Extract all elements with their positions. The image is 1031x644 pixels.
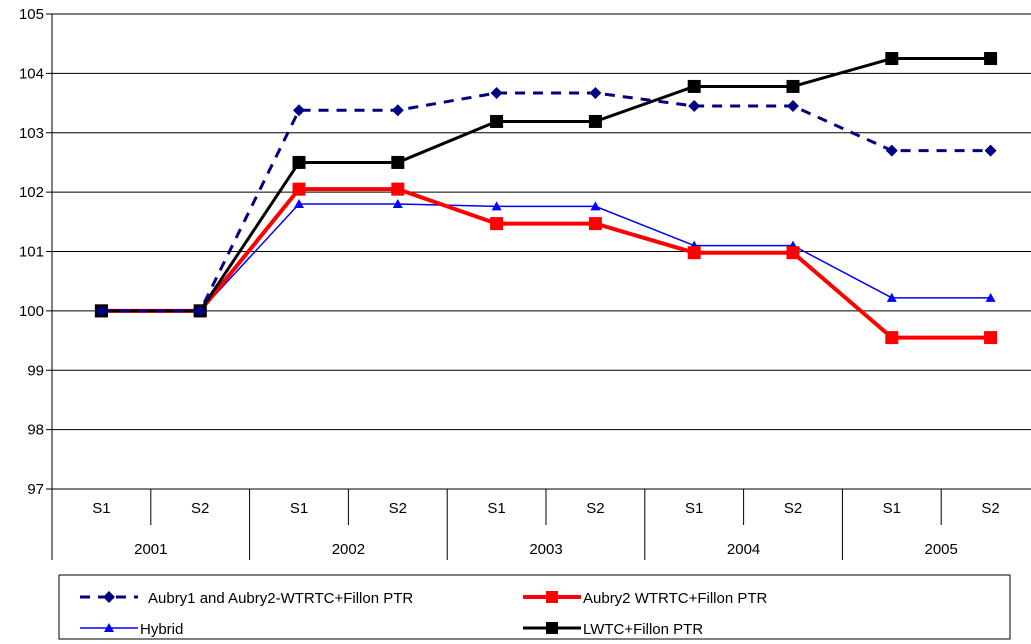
data-point-triangle [590, 201, 601, 211]
legend: Aubry1 and Aubry2-WTRTC+Fillon PTR Aubry2… [58, 574, 1011, 640]
data-point-square [391, 182, 405, 196]
legend-item: LWTC+Fillon PTR [523, 621, 703, 638]
data-point-square [687, 79, 701, 93]
data-point-square [984, 52, 998, 66]
data-point-diamond [293, 104, 305, 117]
data-point-square [984, 331, 998, 345]
series-line [101, 187, 991, 340]
x-group-label: 2002 [332, 541, 365, 558]
data-point-triangle [491, 201, 502, 211]
data-point-diamond [95, 304, 108, 317]
data-point-diamond [984, 144, 997, 157]
data-point-square [588, 217, 602, 231]
data-point-triangle [985, 292, 996, 302]
x-tick-label: S1 [487, 500, 505, 517]
data-point-square [490, 114, 504, 128]
series-2 [96, 199, 996, 315]
y-tick-label: 99 [27, 362, 44, 379]
data-point-square [786, 79, 800, 93]
data-point-square [292, 182, 306, 196]
series-3 [94, 52, 998, 318]
y-tick-label: 105 [19, 6, 44, 23]
series-line [101, 91, 991, 313]
data-point-diamond [885, 144, 898, 157]
x-group-label: 2001 [134, 541, 167, 558]
x-group-label: 2003 [529, 541, 562, 558]
series-0 [95, 86, 997, 317]
data-point-triangle [392, 199, 403, 208]
data-point-square [687, 246, 701, 260]
plot-area [94, 52, 998, 345]
data-point-diamond [103, 591, 115, 603]
data-point-diamond [787, 100, 799, 113]
legend-label: LWTC+Fillon PTR [583, 621, 703, 638]
data-point-diamond [490, 86, 503, 99]
data-point-triangle [104, 623, 114, 632]
data-point-square [546, 591, 558, 603]
series-line [101, 57, 991, 313]
data-point-triangle [886, 292, 897, 302]
x-tick-label: S1 [685, 500, 703, 517]
data-point-triangle [294, 199, 304, 208]
legend-item: Aubry1 and Aubry2-WTRTC+Fillon PTR [80, 590, 413, 607]
data-point-diamond [194, 304, 207, 317]
y-tick-label: 101 [19, 244, 44, 261]
x-tick-label: S2 [784, 500, 802, 517]
legend-label: Hybrid [140, 621, 183, 638]
y-tick-label: 97 [27, 481, 44, 498]
legend-label: Aubry1 and Aubry2-WTRTC+Fillon PTR [148, 590, 413, 607]
data-point-square [490, 217, 504, 231]
legend-item: Aubry2 WTRTC+Fillon PTR [523, 590, 768, 607]
x-tick-label: S1 [92, 500, 110, 517]
legend-label: Aubry2 WTRTC+Fillon PTR [583, 590, 768, 607]
series-line [101, 203, 991, 312]
x-tick-label: S2 [981, 500, 999, 517]
x-tick-label: S1 [290, 500, 308, 517]
x-tick-label: S2 [191, 500, 209, 517]
x-tick-label: S1 [883, 500, 901, 517]
y-tick-label: 103 [19, 125, 44, 142]
y-tick-label: 104 [19, 65, 44, 82]
data-point-diamond [589, 86, 602, 99]
y-axis: 97 98 99 100 101 102 103 104 105 [19, 6, 53, 498]
gridlines [52, 13, 1031, 490]
legend-item: Hybrid [80, 621, 183, 638]
data-point-diamond [688, 100, 701, 113]
x-group-label: 2005 [925, 541, 958, 558]
x-group-label: 2004 [727, 541, 760, 558]
data-point-square [786, 246, 800, 260]
x-tick-label: S2 [389, 500, 407, 517]
data-point-square [588, 114, 602, 128]
y-tick-label: 98 [27, 422, 44, 439]
x-tick-label: S2 [586, 500, 604, 517]
data-point-square [885, 331, 899, 345]
data-point-square [546, 622, 558, 634]
data-point-square [885, 52, 899, 66]
data-point-square [391, 155, 405, 169]
y-tick-label: 102 [19, 184, 44, 201]
y-tick-label: 100 [19, 303, 44, 320]
data-point-square [292, 155, 306, 169]
x-axis: S1 S2 S1 S2 S1 S2 S1 S2 S1 S2 2001 2002 2003 2004 2005 [51, 489, 1000, 560]
data-point-diamond [391, 104, 404, 117]
